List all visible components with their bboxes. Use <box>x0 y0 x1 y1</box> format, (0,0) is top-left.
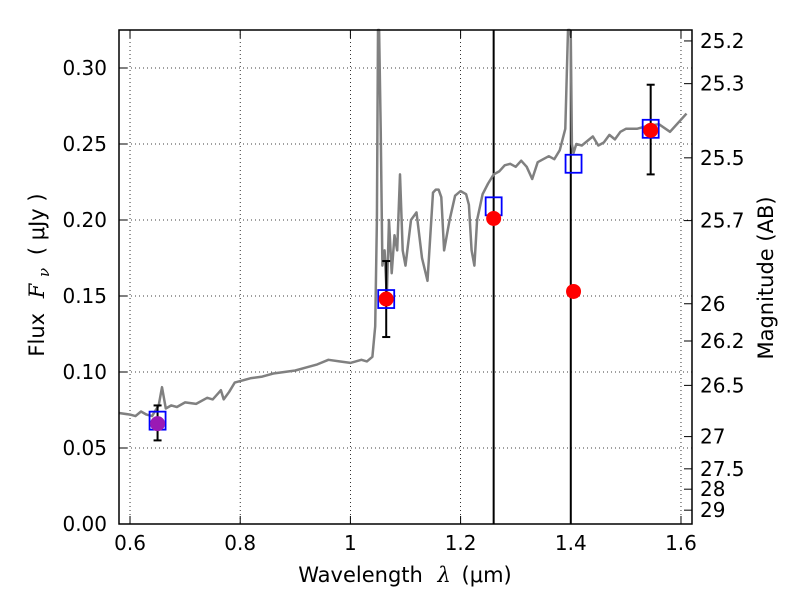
mag-tick-label: 25.3 <box>700 72 745 96</box>
observed-flux-markers <box>150 122 659 432</box>
x-tick-label: 0.6 <box>114 531 146 555</box>
observed-flux-point <box>566 283 582 299</box>
sed-model-layer <box>118 28 688 418</box>
y-tick-label: 0.05 <box>62 436 107 460</box>
x-axis-label: Wavelength λ (μm) <box>298 563 511 587</box>
x-tick-label: 1 <box>344 531 357 555</box>
x-tick-label: 1.4 <box>555 531 587 555</box>
mag-tick-label: 27.5 <box>700 457 745 481</box>
model-square-marker <box>377 289 396 309</box>
y-tick-label: 0.30 <box>62 56 107 80</box>
mag-tick-label: 25.5 <box>700 146 745 170</box>
x-tick-label: 0.8 <box>224 531 256 555</box>
model-photometry-markers <box>148 118 660 431</box>
magnitude-axis-label: Magnitude (AB) <box>754 196 778 359</box>
observed-flux-point <box>486 210 502 226</box>
mag-tick-label: 25.2 <box>700 29 745 53</box>
x-tick-label: 1.2 <box>445 531 477 555</box>
model-square-marker <box>564 153 583 174</box>
mag-tick-label: 26.5 <box>700 373 745 397</box>
mag-tick-label: 29 <box>700 498 725 522</box>
y-tick-label: 0.20 <box>62 208 107 232</box>
observed-flux-point <box>643 122 659 138</box>
grid <box>119 30 692 525</box>
mag-tick-label: 25.7 <box>700 209 745 233</box>
y-tick-label: 0.00 <box>62 512 107 536</box>
plot-frame <box>118 29 693 525</box>
y-axis-label: Flux F ν ( μJy ) <box>25 193 54 356</box>
mag-tick-label: 27 <box>700 425 725 449</box>
y-tick-label: 0.15 <box>62 284 107 308</box>
mag-tick-label: 26 <box>700 292 725 316</box>
y-tick-label: 0.25 <box>62 132 107 156</box>
x-tick-label: 1.6 <box>665 531 697 555</box>
observed-flux-point <box>378 291 394 307</box>
mag-tick-label: 28 <box>700 477 725 501</box>
sed-model-line <box>118 28 688 418</box>
observed-flux-point <box>150 416 166 432</box>
vertical-lines <box>492 30 572 524</box>
mag-tick-label: 26.2 <box>700 329 745 353</box>
axis-ticks: 0.6 0.8 1 1.2 1.4 1.6 0.00 0.05 0.10 0.15 0.20 0.25… <box>62 29 744 555</box>
y-tick-label: 0.10 <box>62 360 107 384</box>
